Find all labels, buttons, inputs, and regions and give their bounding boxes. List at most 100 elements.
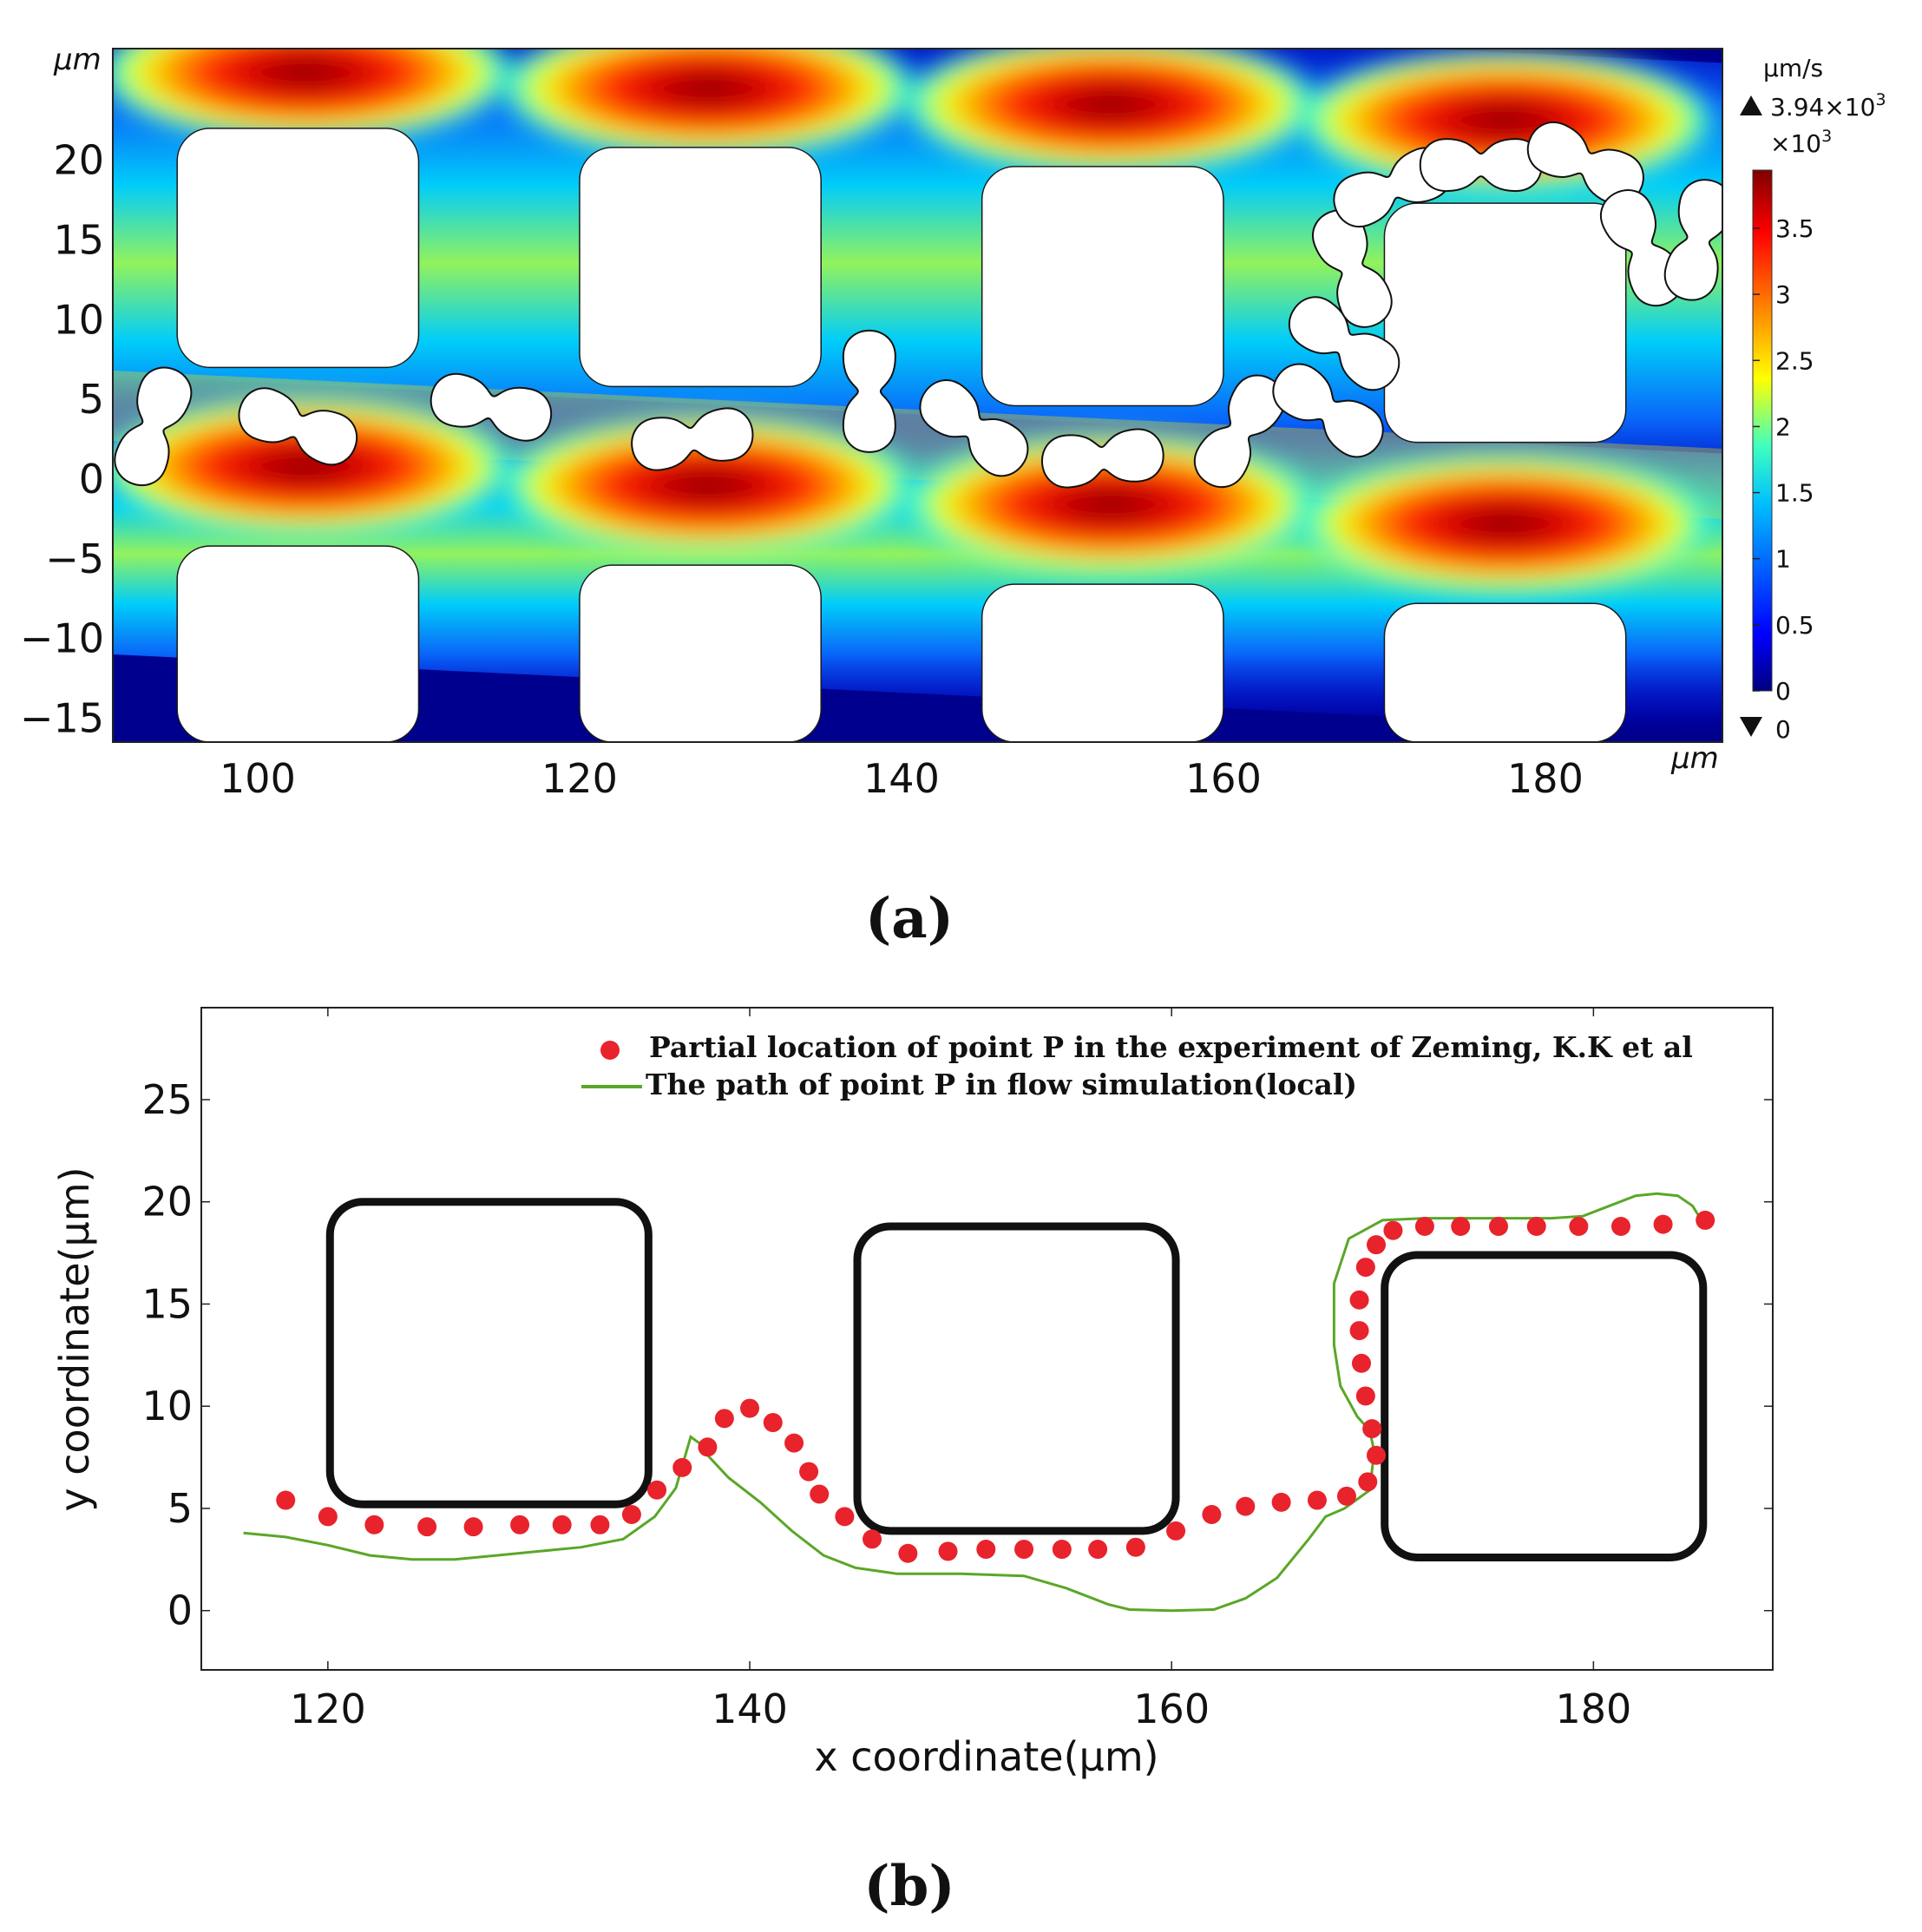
colorbar: µm/s 3.94×103 ×103 3.5 3 2.5 2 1.5 1 0.5 0 0 bbox=[1740, 54, 1886, 744]
y-tick-label-a: −15 bbox=[20, 694, 104, 741]
velocity-jet-5 bbox=[113, 392, 523, 540]
obstacle-1 bbox=[325, 1198, 653, 1508]
experiment-point bbox=[1088, 1540, 1108, 1560]
experiment-point bbox=[1569, 1216, 1589, 1236]
colorbar-min-marker-icon bbox=[1740, 717, 1762, 737]
x-axis-tick-labels-b: 120 140 160 180 bbox=[290, 1686, 1631, 1732]
obstacle-3 bbox=[1381, 1251, 1708, 1561]
experiment-point bbox=[1526, 1216, 1546, 1236]
x-tick-label-b: 160 bbox=[1133, 1686, 1210, 1732]
experiment-point bbox=[799, 1462, 819, 1482]
pillar-5 bbox=[176, 545, 420, 742]
experiment-point bbox=[1355, 1386, 1375, 1406]
y-tick-label-b: 0 bbox=[167, 1587, 193, 1634]
colorbar-min-label: 0 bbox=[1775, 715, 1791, 744]
experiment-point bbox=[1488, 1216, 1508, 1236]
experiment-point bbox=[1366, 1445, 1386, 1465]
experiment-point bbox=[810, 1484, 830, 1504]
colorbar-tick-label: 1 bbox=[1775, 545, 1791, 574]
x-tick-label-b: 180 bbox=[1555, 1686, 1631, 1732]
colorbar-unit: µm/s bbox=[1763, 54, 1823, 82]
colorbar-gradient bbox=[1752, 169, 1773, 692]
pillar-2 bbox=[579, 147, 822, 388]
x-tick-label-b: 140 bbox=[712, 1686, 788, 1732]
panel-b-label: (b) bbox=[863, 1854, 954, 1919]
plot-frame-b bbox=[200, 1007, 1774, 1671]
experiment-point bbox=[672, 1457, 692, 1477]
legend: Partial location of point P in the exper… bbox=[581, 1030, 1693, 1101]
pillar-7 bbox=[981, 583, 1224, 742]
x-tick-label-a: 120 bbox=[541, 755, 618, 802]
pillar-8 bbox=[1383, 602, 1627, 742]
y-tick-label-a: 5 bbox=[79, 376, 104, 423]
experiment-point bbox=[1355, 1258, 1375, 1278]
x-tick-label-a: 180 bbox=[1507, 755, 1584, 802]
experiment-point bbox=[763, 1413, 783, 1433]
y-tick-label-a: 20 bbox=[53, 137, 104, 184]
velocity-jet-8 bbox=[1288, 450, 1722, 597]
x-axis-title: x coordinate(µm) bbox=[814, 1733, 1158, 1780]
colorbar-tick-label: 2.5 bbox=[1775, 346, 1814, 375]
pillar-3 bbox=[981, 166, 1224, 407]
experiment-point bbox=[463, 1517, 483, 1537]
experiment-point bbox=[1366, 1235, 1386, 1255]
colorbar-tick-label: 1.5 bbox=[1775, 479, 1814, 508]
pillar-1 bbox=[176, 128, 420, 369]
pillar-obstacles bbox=[176, 128, 1627, 742]
y-tick-label-a: 15 bbox=[53, 216, 104, 263]
experiment-point bbox=[1696, 1210, 1715, 1230]
y-unit-label-a: µm bbox=[53, 43, 102, 77]
y-tick-label-b: 20 bbox=[141, 1179, 193, 1226]
heatmap-frame bbox=[112, 48, 1723, 743]
experiment-point bbox=[1414, 1216, 1434, 1236]
obstacles-b bbox=[325, 1198, 1708, 1561]
y-tick-label-a: −10 bbox=[20, 615, 104, 662]
experiment-point bbox=[938, 1541, 958, 1561]
colorbar-max-label: 3.94×103 bbox=[1770, 90, 1886, 122]
velocity-jet-6 bbox=[490, 411, 926, 559]
y-tick-label-a: −5 bbox=[45, 536, 104, 582]
axis-tick-marks-b bbox=[201, 1008, 1773, 1670]
colorbar-tick-label: 0 bbox=[1775, 677, 1791, 706]
experiment-point bbox=[1362, 1419, 1382, 1439]
x-tick-label-a: 140 bbox=[863, 755, 940, 802]
colorbar-tick-label: 3.5 bbox=[1775, 214, 1814, 243]
y-tick-label-a: 0 bbox=[79, 456, 104, 503]
experiment-point bbox=[698, 1437, 718, 1457]
experiment-point bbox=[1349, 1321, 1369, 1341]
colorbar-tick-label: 3 bbox=[1775, 280, 1791, 309]
experiment-point bbox=[1125, 1537, 1145, 1557]
y-tick-label-a: 10 bbox=[53, 296, 104, 343]
experiment-point bbox=[1358, 1472, 1378, 1492]
experiment-point bbox=[276, 1490, 296, 1510]
experiment-point bbox=[1610, 1216, 1630, 1236]
legend-marker-experiment bbox=[600, 1041, 620, 1060]
velocity-jet-3 bbox=[893, 49, 1328, 178]
panel-a-label: (a) bbox=[865, 886, 954, 951]
experiment-point bbox=[1307, 1490, 1327, 1510]
experiment-point bbox=[740, 1398, 760, 1418]
velocity-jet-2 bbox=[491, 49, 926, 162]
experiment-point bbox=[417, 1517, 437, 1537]
colorbar-scale-label: ×103 bbox=[1770, 127, 1832, 158]
experiment-point bbox=[976, 1540, 996, 1560]
experiment-point bbox=[318, 1507, 338, 1527]
simulation-path-line bbox=[243, 1192, 1701, 1613]
experiment-point bbox=[1271, 1492, 1291, 1512]
experiment-point bbox=[510, 1515, 530, 1534]
legend-label-simulation: The path of point P in flow simulation(l… bbox=[646, 1068, 1357, 1101]
experiment-point bbox=[1653, 1214, 1673, 1234]
experiment-point bbox=[1052, 1540, 1072, 1560]
experiment-point bbox=[1349, 1290, 1369, 1310]
experiment-point bbox=[1351, 1353, 1371, 1373]
experiment-point bbox=[784, 1433, 804, 1453]
y-tick-label-b: 15 bbox=[141, 1280, 193, 1327]
y-axis-ticks-a: 20 15 10 5 0 −5 −10 −15 bbox=[20, 137, 104, 742]
y-axis-title: y coordinate(µm) bbox=[51, 1166, 98, 1511]
experiment-point bbox=[621, 1505, 641, 1525]
experiment-point bbox=[1236, 1496, 1256, 1516]
y-tick-label-b: 10 bbox=[141, 1383, 193, 1429]
experiment-points bbox=[276, 1210, 1715, 1563]
experiment-point bbox=[1383, 1220, 1403, 1240]
experiment-point bbox=[898, 1543, 918, 1563]
